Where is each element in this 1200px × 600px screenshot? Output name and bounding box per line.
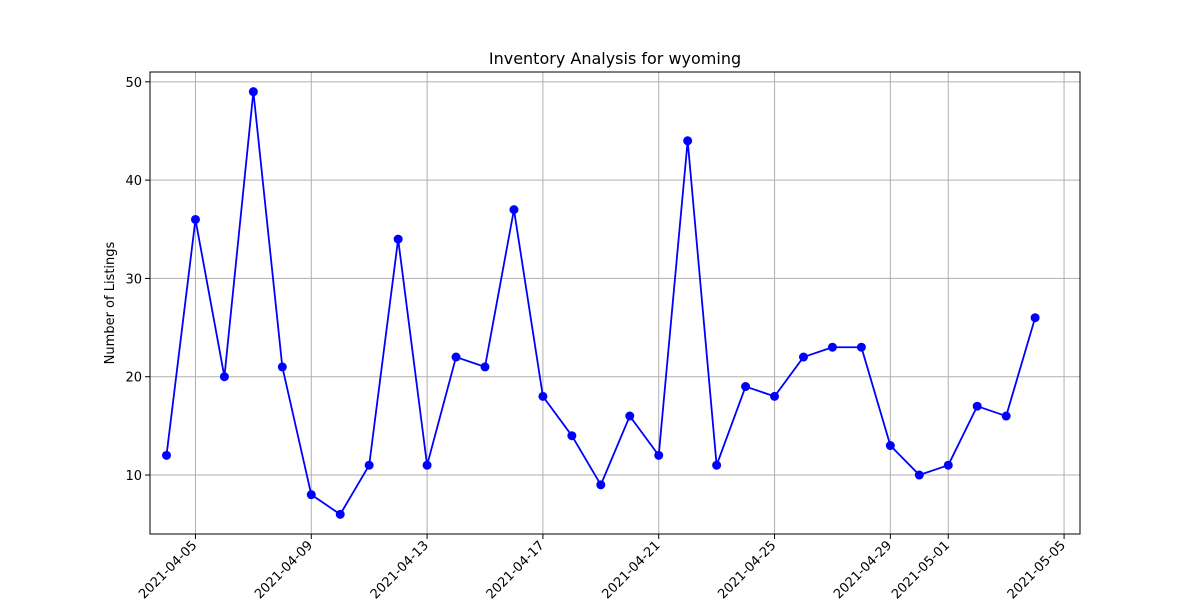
x-tick-label: 2021-04-17 xyxy=(484,538,548,600)
data-point xyxy=(393,234,403,244)
x-tick-label: 2021-05-01 xyxy=(889,538,953,600)
x-tick-label: 2021-04-21 xyxy=(600,538,664,600)
y-tick-label: 10 xyxy=(125,469,142,484)
data-point xyxy=(451,352,461,362)
data-point xyxy=(914,470,924,480)
data-point xyxy=(538,391,548,401)
axes: 2021-04-05 2021-04-09 2021-04-13 2021-04-17… xyxy=(125,71,1081,600)
plot-frame xyxy=(149,71,1081,535)
data-point xyxy=(306,490,316,500)
data-point xyxy=(856,342,866,352)
data-point xyxy=(480,362,490,372)
data-point xyxy=(277,362,287,372)
data-point xyxy=(596,480,606,490)
data-point xyxy=(972,401,982,411)
data-point xyxy=(1001,411,1011,421)
x-tick-label: 2021-04-13 xyxy=(368,538,432,600)
x-tick-label: 2021-04-29 xyxy=(831,538,895,600)
x-tick-label: 2021-05-05 xyxy=(1005,538,1069,600)
data-point xyxy=(219,372,229,382)
data-point xyxy=(335,509,345,519)
data-point xyxy=(885,441,895,451)
y-axis-label: Number of Listings xyxy=(103,241,118,364)
data-point xyxy=(798,352,808,362)
data-point xyxy=(943,460,953,470)
y-tick-label: 30 xyxy=(125,272,142,287)
series-listings xyxy=(162,87,1040,519)
series-line xyxy=(165,90,1036,516)
data-point xyxy=(509,205,519,215)
y-tick-label: 50 xyxy=(125,76,142,91)
data-point xyxy=(712,460,722,470)
data-point xyxy=(248,87,258,97)
y-tick-label: 20 xyxy=(125,371,142,386)
data-point xyxy=(364,460,374,470)
grid xyxy=(150,72,1080,534)
data-point xyxy=(770,391,780,401)
data-point xyxy=(683,136,693,146)
data-point xyxy=(1030,313,1040,323)
data-point xyxy=(190,214,200,224)
data-point xyxy=(654,450,664,460)
data-point xyxy=(741,382,751,392)
data-point xyxy=(625,411,635,421)
y-tick-label: 40 xyxy=(125,174,142,189)
x-tick-label: 2021-04-05 xyxy=(136,538,200,600)
data-point xyxy=(422,460,432,470)
chart-title: Inventory Analysis for wyoming xyxy=(489,49,741,68)
data-point xyxy=(567,431,577,441)
x-tick-label: 2021-04-09 xyxy=(252,538,316,600)
x-tick-label: 2021-04-25 xyxy=(715,538,779,600)
data-point xyxy=(827,342,837,352)
data-point xyxy=(162,450,171,460)
